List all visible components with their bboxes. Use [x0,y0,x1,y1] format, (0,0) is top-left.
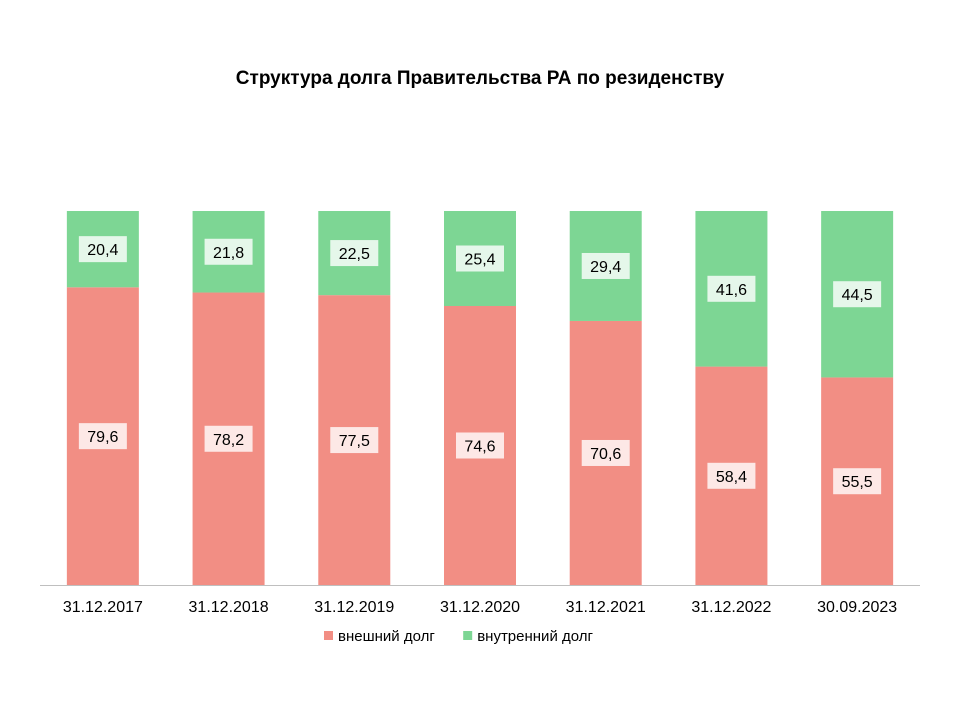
data-label-text: 74,6 [464,438,495,455]
data-label-box [78,423,127,450]
data-label: 77,5 [330,427,379,454]
x-tick-label: 31.12.2022 [691,599,771,616]
data-label: 21,8 [204,238,253,265]
data-label: 70,6 [581,439,630,466]
data-label: 25,4 [456,245,504,272]
data-label: 44,5 [833,281,882,308]
x-tick-label: 31.12.2020 [440,599,520,616]
x-tick-label: 30.09.2023 [817,599,897,616]
data-label-text: 77,5 [339,433,370,450]
data-label-box [581,439,630,466]
data-label: 58,4 [707,462,756,489]
x-tick-label: 31.12.2019 [314,599,394,616]
legend-item-label: внешний долг [338,628,435,645]
data-label-text: 29,4 [590,259,621,276]
data-label-box [204,425,253,452]
data-label: 55,5 [833,468,882,495]
data-label-box [456,245,504,272]
data-label: 22,5 [330,240,379,267]
data-label-box [833,281,882,308]
data-label-box [204,238,253,265]
data-label-box [707,275,756,302]
data-label-box [833,468,882,495]
data-label-text: 41,6 [716,282,747,299]
data-label-box [330,427,379,454]
chart-title: Структура долга Правительства РА по рези… [235,68,725,89]
data-label-text: 55,5 [842,474,873,491]
data-label: 79,6 [78,423,127,450]
data-label-box [581,252,630,279]
data-label: 41,6 [707,275,756,302]
legend-item-label: внутренний долг [477,628,593,645]
legend-swatch-external [324,631,333,640]
data-label-box [456,432,504,459]
data-label-text: 58,4 [716,469,747,486]
data-label-text: 25,4 [464,251,495,268]
legend: внешний долг внутренний долг [324,628,594,645]
data-label-box [78,236,127,263]
data-label-text: 22,5 [339,246,370,263]
data-label-text: 70,6 [590,446,621,463]
data-label-text: 44,5 [842,287,873,304]
x-tick-label: 31.12.2018 [189,599,269,616]
data-label: 78,2 [204,425,253,452]
x-tick-label: 31.12.2017 [63,599,143,616]
data-label: 29,4 [581,252,630,279]
data-label: 74,6 [456,432,504,459]
data-label: 20,4 [78,236,127,263]
data-label-box [707,462,756,489]
legend-swatch-domestic [463,631,473,640]
x-tick-label: 31.12.2021 [566,599,646,616]
data-label-text: 78,2 [213,432,244,449]
data-label-box [330,240,379,267]
data-label-text: 21,8 [213,245,244,262]
data-labels-group: 79,6 20,4 78,2 21,8 77,5 22,5 74,6 25,4 70,6 29,4… [78,236,882,495]
data-label-text: 20,4 [87,242,118,259]
data-label-text: 79,6 [87,429,118,446]
